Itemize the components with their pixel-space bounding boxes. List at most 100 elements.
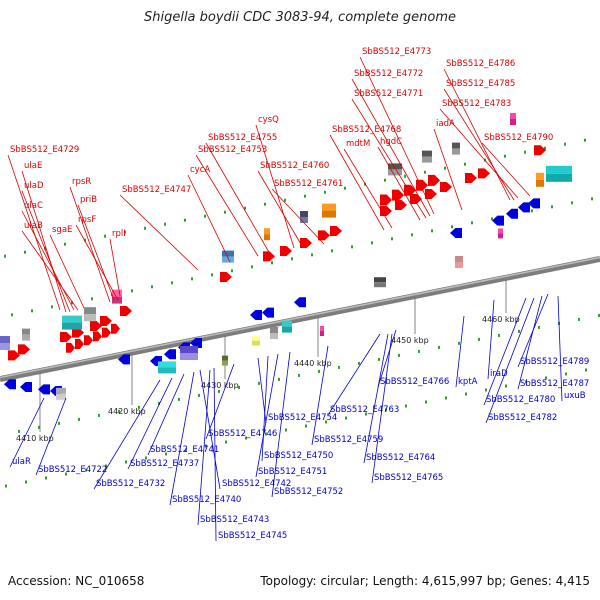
gene-box-shade: [264, 234, 270, 241]
genome-backbone-highlight: [0, 256, 600, 379]
forward-gene-arrow: [60, 332, 72, 342]
forward-gene-label-leader: [195, 154, 259, 257]
reverse-gene-label-leader: [197, 369, 211, 526]
forward-gene-label: SbBS512_E4761: [274, 179, 343, 189]
reverse-gene-label: SbBS512_E4751: [258, 467, 327, 477]
forward-gene-arrow: [93, 331, 102, 342]
forward-gene-label: cysQ: [258, 115, 279, 125]
gene-box-shade: [422, 156, 432, 163]
reverse-gene-label-leader: [271, 351, 291, 498]
forward-gene-label-leader: [21, 190, 71, 313]
track-dot: [425, 400, 427, 404]
reverse-gene-label: uxuB: [564, 391, 586, 401]
forward-gene-arrow: [120, 306, 132, 316]
reverse-gene-label: SbBS512_E4750: [264, 451, 333, 461]
forward-gene-arrow: [465, 173, 477, 183]
track-dot: [338, 365, 340, 369]
track-dot: [38, 425, 40, 429]
track-dot: [565, 372, 567, 376]
reverse-gene-label: SbBS512_E4722: [38, 465, 107, 475]
track-dot: [418, 349, 420, 353]
reverse-gene-label-leader: [147, 373, 185, 456]
forward-gene-label: SbBS512_E4768: [332, 125, 401, 135]
track-dot: [218, 389, 220, 393]
gene-box-shade: [158, 367, 176, 374]
reverse-gene-label-leader: [169, 371, 195, 506]
forward-gene-label: hgdC: [380, 137, 402, 147]
track-dot: [45, 476, 47, 480]
reverse-gene-label: SbBS512_E4745: [218, 531, 287, 541]
track-dot: [384, 178, 386, 182]
reverse-gene-label-leader: [327, 333, 381, 416]
track-dot: [18, 429, 20, 433]
forward-gene-label-leader: [119, 194, 199, 271]
forward-gene-label-leader: [205, 142, 271, 255]
forward-gene-arrow: [66, 342, 75, 353]
track-dot: [304, 194, 306, 198]
track-dot: [165, 452, 167, 456]
gene-box-shade: [62, 322, 82, 330]
track-dot: [371, 241, 373, 245]
gene-box-shade: [322, 210, 336, 218]
track-dot: [545, 376, 547, 380]
track-dot: [538, 325, 540, 329]
reverse-gene-label: SbBS512_E4763: [330, 405, 399, 415]
track-dot: [71, 301, 73, 305]
gene-box-shade: [320, 331, 324, 336]
reverse-gene-label: SbBS512_E4740: [172, 495, 241, 505]
forward-gene-arrow: [380, 194, 392, 206]
gene-box-shade: [112, 296, 122, 304]
forward-gene-label: SbBS512_E4760: [260, 161, 329, 171]
scale-label: 4440 kbp: [294, 359, 332, 368]
track-dot: [358, 361, 360, 365]
forward-gene-label-leader: [255, 124, 295, 249]
gene-box-shade: [56, 393, 66, 400]
forward-gene-label: ulaD: [24, 181, 44, 191]
reverse-gene-arrow: [506, 208, 518, 219]
gene-box: [320, 326, 324, 331]
gene-box: [546, 165, 572, 174]
gene-box: [264, 228, 270, 235]
reverse-gene-label-leader: [213, 367, 217, 542]
forward-gene-arrow: [440, 182, 452, 192]
genome-summary-text: Topology: circular; Length: 4,615,997 bp…: [260, 574, 590, 588]
gene-box-shade: [84, 314, 96, 322]
gene-box: [536, 172, 544, 180]
gene-box-shade: [536, 179, 544, 187]
reverse-gene-label: SbBS512_E4765: [374, 473, 443, 483]
track-dot: [478, 337, 480, 341]
track-dot: [124, 230, 126, 234]
gene-box: [422, 150, 432, 157]
reverse-gene-label-leader: [377, 329, 397, 388]
reverse-gene-label-leader: [127, 377, 173, 470]
track-dot: [351, 245, 353, 249]
forward-gene-label-leader: [351, 78, 431, 217]
gene-box-shade: [510, 119, 516, 125]
reverse-gene-label: SbBS512_E4787: [520, 379, 589, 389]
forward-gene-label: SbBS512_E4772: [354, 69, 423, 79]
forward-gene-arrow: [84, 335, 93, 346]
gene-box-shade: [546, 173, 572, 182]
track-dot: [98, 413, 100, 417]
forward-gene-arrow: [478, 168, 490, 179]
reverse-gene-label: SbBS512_E4766: [380, 377, 449, 387]
gene-box: [510, 113, 516, 119]
forward-gene-label-leader: [69, 186, 111, 303]
forward-gene-label-leader: [21, 230, 79, 311]
track-dot: [385, 408, 387, 412]
track-dot: [205, 444, 207, 448]
track-dot: [571, 201, 573, 205]
reverse-gene-label: SbBS512_E4782: [488, 413, 557, 423]
track-dot: [251, 265, 253, 269]
track-dot: [244, 206, 246, 210]
track-dot: [171, 281, 173, 285]
track-dot: [11, 313, 13, 317]
track-dot: [24, 250, 26, 254]
gene-box: [112, 289, 122, 297]
gene-box-shade: [22, 334, 30, 341]
gene-box: [498, 228, 503, 234]
track-dot: [431, 229, 433, 233]
forward-gene-arrow: [8, 350, 20, 361]
forward-gene-label-leader: [187, 174, 231, 263]
